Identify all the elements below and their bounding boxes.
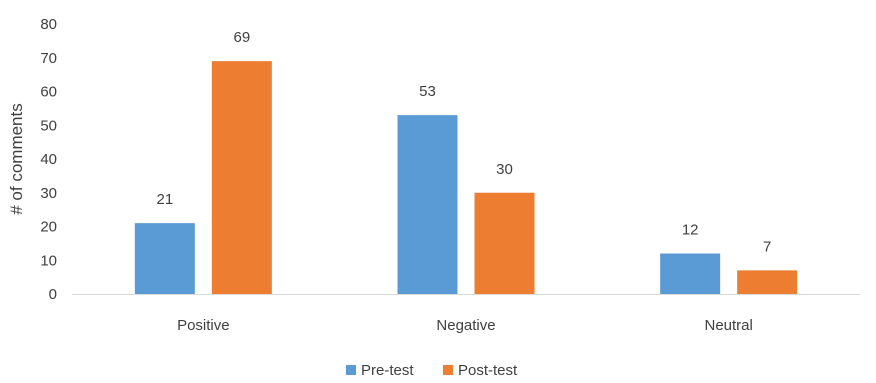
legend-swatch bbox=[346, 365, 356, 375]
data-label: 30 bbox=[496, 161, 513, 178]
legend-label: Pre-test bbox=[361, 362, 414, 379]
data-label: 7 bbox=[763, 238, 771, 255]
legend: Pre-test Post-test bbox=[346, 362, 518, 379]
legend-label: Post-test bbox=[458, 362, 518, 379]
bars: 21 69 53 30 12 7 bbox=[134, 29, 798, 294]
y-tick-label: 80 bbox=[40, 16, 57, 33]
y-axis: 0 10 20 30 40 50 60 70 80 bbox=[40, 16, 57, 303]
x-axis: Positive Negative Neutral bbox=[72, 294, 860, 334]
y-axis-title: # of comments bbox=[7, 103, 26, 215]
data-label: 53 bbox=[419, 83, 436, 100]
bar-post-test-positive bbox=[211, 61, 272, 294]
data-label: 21 bbox=[156, 191, 173, 208]
y-tick-label: 0 bbox=[49, 286, 57, 303]
bar-post-test-negative bbox=[474, 192, 535, 294]
y-tick-label: 50 bbox=[40, 117, 57, 134]
legend-swatch bbox=[443, 365, 453, 375]
y-tick-label: 30 bbox=[40, 185, 57, 202]
x-category-label: Positive bbox=[177, 317, 230, 334]
y-tick-label: 60 bbox=[40, 84, 57, 101]
bar-pre-test-neutral bbox=[660, 253, 721, 294]
bar-post-test-neutral bbox=[737, 270, 798, 294]
data-label: 69 bbox=[233, 29, 250, 46]
y-tick-label: 10 bbox=[40, 252, 57, 269]
y-tick-label: 20 bbox=[40, 219, 57, 236]
bar-pre-test-positive bbox=[134, 223, 195, 294]
y-tick-label: 40 bbox=[40, 151, 57, 168]
bar-pre-test-negative bbox=[397, 115, 458, 294]
data-label: 12 bbox=[682, 222, 699, 239]
y-tick-label: 70 bbox=[40, 50, 57, 67]
x-category-label: Negative bbox=[436, 317, 495, 334]
x-category-label: Neutral bbox=[704, 317, 752, 334]
